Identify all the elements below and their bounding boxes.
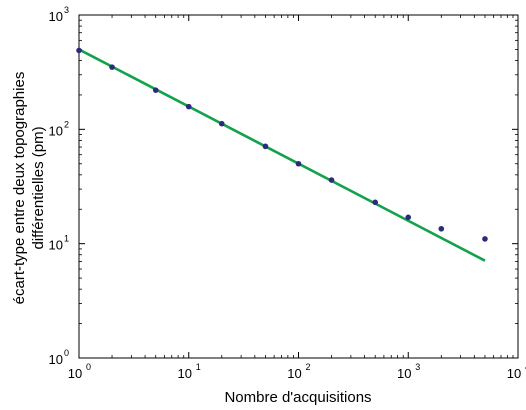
y-tick-label: 10 <box>49 123 63 138</box>
x-tick-exponent: 3 <box>415 362 420 372</box>
data-point <box>76 47 82 54</box>
x-tick-label: 10 <box>397 366 411 381</box>
data-point <box>328 177 335 183</box>
y-tick-exponent: 0 <box>64 348 69 358</box>
y-tick-exponent: 3 <box>64 5 69 15</box>
data-point <box>218 120 225 127</box>
x-tick-label: 10 <box>507 366 521 381</box>
x-tick-exponent: 2 <box>306 362 311 372</box>
y-axis-label-line-1: écart-type entre deux topographies <box>11 72 28 305</box>
y-tick-exponent: 1 <box>64 234 69 244</box>
data-point <box>482 236 488 242</box>
data-point <box>438 225 445 232</box>
data-point <box>185 103 192 110</box>
x-tick-exponent: 0 <box>86 362 91 372</box>
data-point <box>405 214 412 221</box>
y-axis-label-line-2: différentielles (pm) <box>30 126 47 249</box>
x-ticks-layer: 100101102103104 <box>68 15 526 381</box>
data-point <box>295 160 302 167</box>
minor-ticks <box>79 15 518 358</box>
data-point <box>372 199 379 206</box>
data-point <box>109 64 115 70</box>
x-tick-label: 10 <box>68 366 82 381</box>
data-points-layer <box>76 47 488 242</box>
x-tick-exponent: 1 <box>196 362 201 372</box>
y-tick-exponent: 2 <box>64 119 69 129</box>
y-tick-label: 10 <box>49 9 63 24</box>
y-axis-label: écart-type entre deux topographies diffé… <box>11 72 47 305</box>
fit-line <box>78 48 486 262</box>
plot-area <box>78 14 519 359</box>
x-tick-label: 10 <box>287 366 301 381</box>
x-tick-label: 10 <box>178 366 192 381</box>
x-axis-label: Nombre d'acquisitions <box>224 389 371 406</box>
y-tick-label: 10 <box>49 352 63 367</box>
fit-line-layer <box>78 48 486 262</box>
plot-frame <box>78 14 519 359</box>
data-point <box>152 87 159 93</box>
data-point <box>262 143 269 150</box>
y-tick-label: 10 <box>49 238 63 253</box>
